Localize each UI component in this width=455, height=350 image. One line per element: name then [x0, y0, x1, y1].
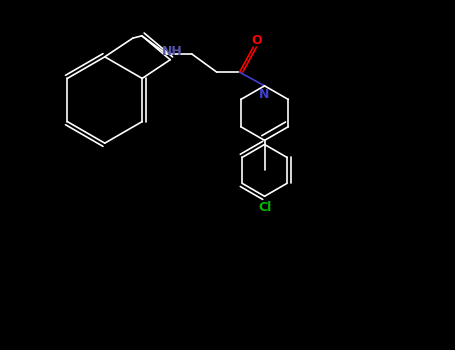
Text: NH: NH — [162, 45, 183, 58]
Text: N: N — [259, 88, 270, 100]
Text: O: O — [252, 34, 262, 47]
Text: Cl: Cl — [258, 201, 271, 214]
